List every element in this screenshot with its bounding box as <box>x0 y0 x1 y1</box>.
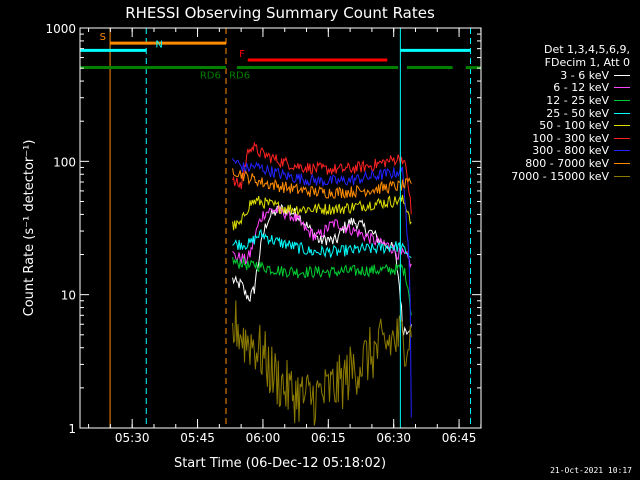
legend-entry-25-50-kev: 25 - 50 keV <box>511 107 630 120</box>
y-tick-label: 1000 <box>45 22 76 36</box>
series-line-12-25-kev <box>232 257 412 316</box>
legend-label: 6 - 12 keV <box>553 81 609 95</box>
series-line-300-800-kev <box>232 157 412 418</box>
legend-entries: 3 - 6 keV 6 - 12 keV 12 - 25 keV 25 - 50 ke… <box>511 69 630 183</box>
legend-swatch <box>614 125 630 127</box>
legend-entry-300-800-kev: 300 - 800 keV <box>511 144 630 158</box>
y-tick-label: 10 <box>61 289 76 303</box>
legend-label: 7000 - 15000 keV <box>511 169 609 183</box>
x-tick-label: 05:30 <box>115 431 150 445</box>
series-layer <box>232 141 412 426</box>
series-line-800-7000-kev <box>232 168 412 200</box>
legend-entry-800-7000-kev: 800 - 7000 keV <box>511 157 630 170</box>
legend-label: 800 - 7000 keV <box>525 156 609 170</box>
flag-label-rd6: RD6 <box>200 71 221 82</box>
y-tick-label: 1 <box>68 422 76 436</box>
y-tick-label: 100 <box>53 155 76 169</box>
legend-entry-3-6-kev: 3 - 6 keV <box>511 69 630 82</box>
legend-swatch <box>614 112 630 114</box>
chart-title: RHESSI Observing Summary Count Rates <box>125 4 435 22</box>
legend-label: 300 - 800 keV <box>532 144 609 158</box>
x-tick-label: 06:00 <box>246 431 281 445</box>
x-tick-label: 06:15 <box>311 431 346 445</box>
legend-label: 3 - 6 keV <box>560 68 609 82</box>
legend-label: 100 - 300 keV <box>532 131 609 145</box>
flag-label-rd6: RD6 <box>229 71 250 82</box>
flag-bars-layer: S N F RD6 RD6 <box>80 32 481 82</box>
legend-entry-7000-15000-kev: 7000 - 15000 keV <box>511 170 630 183</box>
series-line-7000-15000-kev <box>232 300 412 426</box>
legend-swatch <box>614 99 630 101</box>
legend-entry-50-100-kev: 50 - 100 keV <box>511 119 630 132</box>
flag-label-n: N <box>155 39 162 50</box>
y-axis-label: Count Rate (s⁻¹ detector⁻¹) <box>22 140 37 317</box>
legend-label: 12 - 25 keV <box>546 93 609 107</box>
legend-swatch <box>614 150 630 152</box>
timestamp: 21-Oct-2021 10:17 <box>550 466 632 475</box>
legend-swatch <box>614 137 630 139</box>
x-axis-label: Start Time (06-Dec-12 05:18:02) <box>174 456 386 471</box>
legend-info-detectors: Det 1,3,4,5,6,9, <box>543 43 630 56</box>
legend-info-decimation: FDecim 1, Att 0 <box>544 56 630 69</box>
state-lines-layer <box>109 28 472 428</box>
legend: Det 1,3,4,5,6,9, FDecim 1, Att 0 3 - 6 k… <box>511 43 630 183</box>
series-line-3-6-kev <box>232 203 412 336</box>
x-tick-label: 06:30 <box>376 431 411 445</box>
axis-ticks-layer: 1 10 100 1000 05:30 05:45 06:00 06:15 06:30 06:45 <box>45 22 482 445</box>
legend-swatch <box>614 87 630 89</box>
series-line-6-12-kev <box>232 205 412 269</box>
flag-label-f: F <box>239 49 245 60</box>
legend-label: 50 - 100 keV <box>539 119 609 133</box>
x-tick-label: 05:45 <box>180 431 215 445</box>
series-line-100-300-kev <box>232 141 412 215</box>
series-line-25-50-kev <box>232 228 412 259</box>
legend-swatch <box>614 74 630 76</box>
legend-entry-12-25-kev: 12 - 25 keV <box>511 94 630 107</box>
series-line-50-100-kev <box>232 194 412 231</box>
legend-swatch <box>614 162 630 164</box>
legend-label: 25 - 50 keV <box>546 106 609 120</box>
legend-entry-6-12-kev: 6 - 12 keV <box>511 81 630 95</box>
legend-entry-100-300-kev: 100 - 300 keV <box>511 132 630 145</box>
flag-label-s: S <box>100 32 106 43</box>
x-tick-label: 06:45 <box>442 431 477 445</box>
plot-frame <box>79 27 482 429</box>
legend-swatch <box>614 175 630 177</box>
